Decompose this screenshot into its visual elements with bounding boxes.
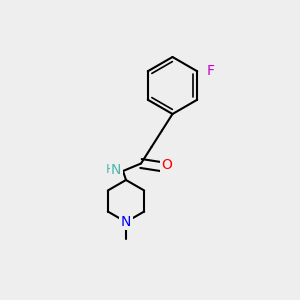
Text: H: H: [106, 163, 116, 176]
Text: O: O: [162, 158, 172, 172]
Text: N: N: [121, 215, 131, 229]
Text: F: F: [206, 64, 214, 78]
Text: N: N: [111, 163, 122, 176]
